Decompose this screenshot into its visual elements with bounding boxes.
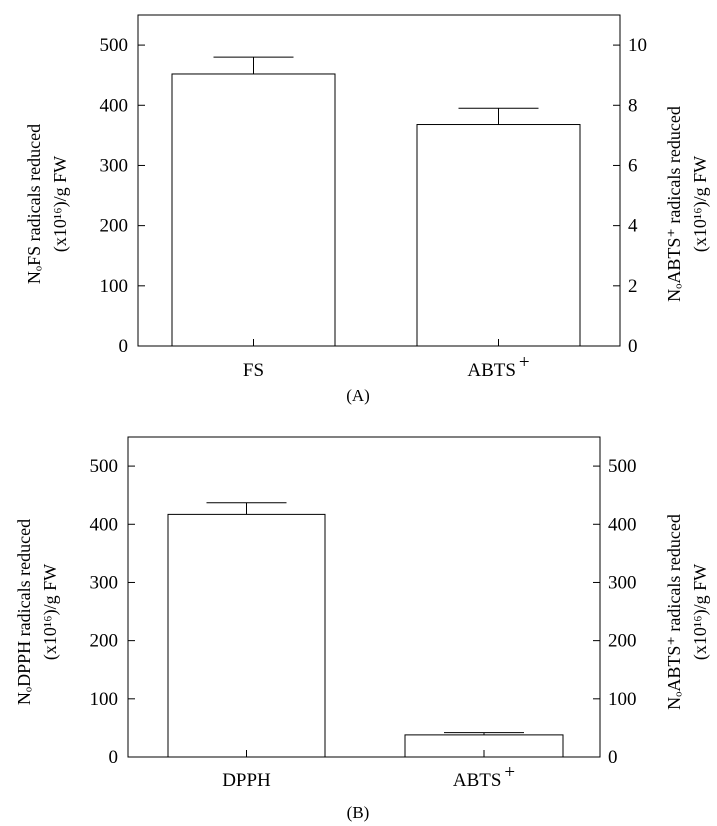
panel-b-right-tick-label: 0 [608, 747, 618, 768]
panel-a-right-ylabel-line2: (x10¹⁶)/g FW [690, 156, 711, 252]
panel-a-category-label: ABTS + [467, 352, 529, 381]
panel-a-right-tick-label: 6 [628, 155, 638, 176]
panel-b-bar-dpph [167, 513, 326, 758]
panel-a-right-tick-label: 4 [628, 216, 638, 237]
panel-a-category-label: FS [243, 360, 264, 381]
panel-b-right-ylabel-line1: NₒABTS⁺ radicals reduced [664, 514, 684, 710]
panel-a-left-tick-label: 0 [119, 336, 129, 357]
panel-b-category-label: ABTS + [453, 762, 515, 791]
panel-b-right-tick-label: 100 [608, 689, 637, 710]
panel-b-plot-frame [127, 436, 601, 758]
panel-a-left-ylabel-line2: (x10¹⁶)/g FW [50, 156, 71, 252]
panel-b: NₒDPPH radicals reduced (x10¹⁶)/g FW NₒA… [14, 436, 711, 822]
panel-a-right-tick-label: 0 [628, 336, 638, 357]
panel-a-bar-fs [171, 73, 336, 347]
panel-a-left-tick-label: 400 [100, 95, 129, 116]
panel-b-right-tick-label: 200 [608, 631, 637, 652]
panel-a: NₒFS radicals reduced (x10¹⁶)/g FW NₒABT… [24, 14, 711, 405]
panel-b-left-tick-label: 400 [90, 514, 119, 535]
panel-b-category-label: DPPH [222, 770, 271, 791]
panel-a-right-tick-label: 2 [628, 276, 638, 297]
panel-a-left-tick-label: 300 [100, 155, 129, 176]
panel-b-left-tick-label: 100 [90, 689, 119, 710]
panel-a-left-tick-label: 200 [100, 216, 129, 237]
panel-b-left-tick-label: 200 [90, 631, 119, 652]
panel-a-right-ylabel-line1: NₒABTS⁺ radicals reduced [664, 106, 684, 302]
panel-b-right-tick-label: 400 [608, 514, 637, 535]
panel-b-right-tick-label: 500 [608, 456, 637, 477]
panel-a-right-tick-label: 8 [628, 95, 638, 116]
panel-b-left-tick-label: 500 [90, 456, 119, 477]
panel-b-left-ylabel-line2: (x10¹⁶)/g FW [40, 564, 61, 660]
panel-b-label: (B) [347, 803, 370, 822]
panel-b-category-superscript: + [504, 762, 515, 783]
panel-a-category-superscript: + [519, 352, 530, 373]
panel-a-bar-abts [416, 124, 581, 347]
panel-b-left-ylabel-line1: NₒDPPH radicals reduced [14, 519, 34, 705]
panel-a-right-tick-label: 10 [628, 35, 647, 56]
panel-a-left-ylabel-line1: NₒFS radicals reduced [24, 124, 44, 284]
panel-a-left-tick-label: 500 [100, 35, 129, 56]
panel-b-left-tick-label: 0 [109, 747, 119, 768]
panel-a-plot-frame [137, 14, 621, 347]
panel-a-left-tick-label: 100 [100, 276, 129, 297]
panel-b-right-ylabel-line2: (x10¹⁶)/g FW [690, 564, 711, 660]
panel-b-right-tick-label: 300 [608, 572, 637, 593]
panel-a-label: (A) [346, 386, 370, 405]
panel-b-left-tick-label: 300 [90, 572, 119, 593]
